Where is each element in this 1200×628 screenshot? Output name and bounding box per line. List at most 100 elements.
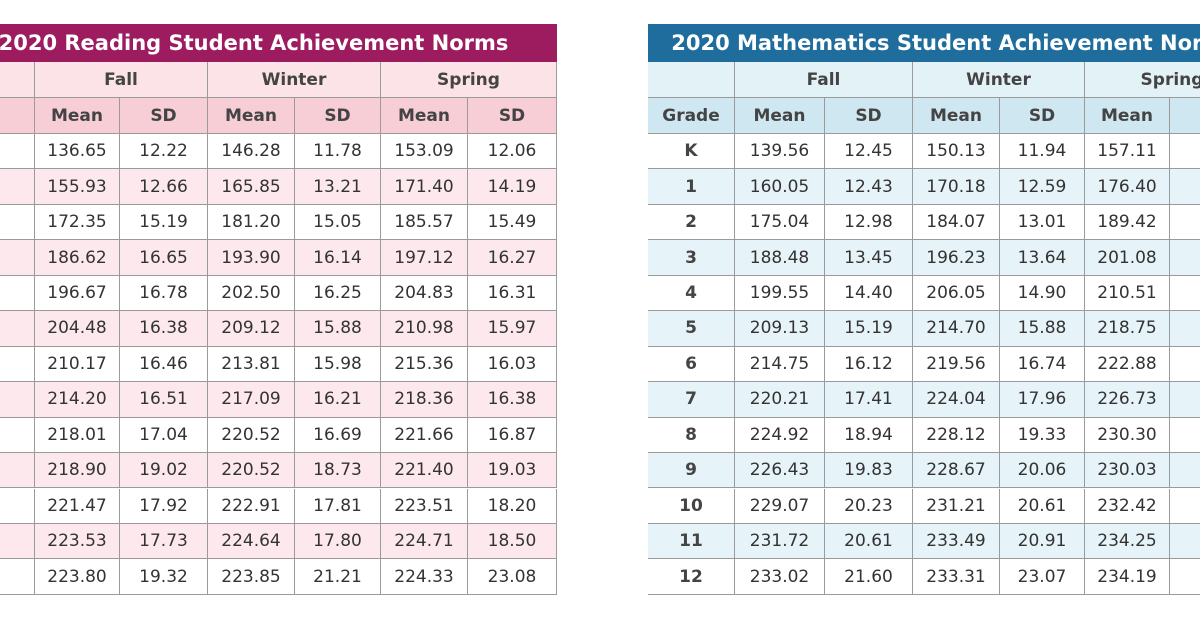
table-cell: 5: [648, 311, 735, 347]
table-cell: 220.52: [208, 417, 295, 454]
table-cell: 16.69: [295, 417, 381, 454]
table-cell: 184.07: [913, 204, 1000, 241]
table-cell: 231.72: [735, 523, 825, 560]
blank-cell: [0, 134, 35, 170]
table-cell: 218.36: [381, 382, 468, 418]
table-cell: 204.83: [381, 275, 468, 312]
table-cell: 16.87: [468, 417, 557, 454]
table-cell: 221.66: [381, 417, 468, 454]
table-cell: 15.05: [295, 204, 381, 241]
table-cell: 18.50: [468, 523, 557, 560]
table-cell: 16.03: [468, 346, 557, 383]
table-cell: 229.07: [735, 488, 825, 524]
table-cell: 17.92: [120, 488, 208, 524]
table-cell: 15.88: [1000, 311, 1085, 347]
table-cell: 188.48: [735, 240, 825, 276]
blank-cell: [1170, 275, 1200, 312]
table-cell: 206.05: [913, 275, 1000, 312]
table-cell: 16.46: [120, 346, 208, 383]
blank-cell: [0, 453, 35, 489]
table-cell: 12.43: [825, 169, 913, 205]
table-cell: 218.90: [35, 453, 120, 489]
season-header: Spring: [381, 62, 557, 98]
blank-cell: [0, 98, 35, 134]
table-cell: 14.90: [1000, 275, 1085, 312]
table-cell: 21.60: [825, 559, 913, 595]
table-cell: 16.21: [295, 382, 381, 418]
table-cell: 18.73: [295, 453, 381, 489]
table-cell: 186.62: [35, 240, 120, 276]
table-cell: 15.88: [295, 311, 381, 347]
blank-cell: [1170, 134, 1200, 170]
column-header: SD: [120, 98, 208, 134]
table-cell: 150.13: [913, 134, 1000, 170]
table-cell: 18.20: [468, 488, 557, 524]
season-header: Fall: [35, 62, 208, 98]
table-cell: 224.92: [735, 417, 825, 454]
table-cell: 23.07: [1000, 559, 1085, 595]
column-header: Mean: [913, 98, 1000, 134]
table-cell: 165.85: [208, 169, 295, 205]
table-cell: 11.94: [1000, 134, 1085, 170]
table-cell: 170.18: [913, 169, 1000, 205]
table-cell: 12.66: [120, 169, 208, 205]
table-cell: 218.75: [1085, 311, 1170, 347]
table-cell: 210.17: [35, 346, 120, 383]
table-cell: 230.03: [1085, 453, 1170, 489]
table-cell: 21.21: [295, 559, 381, 595]
table-cell: 20.06: [1000, 453, 1085, 489]
table-cell: 14.40: [825, 275, 913, 312]
table-cell: 221.40: [381, 453, 468, 489]
table-cell: 214.20: [35, 382, 120, 418]
table-cell: 15.98: [295, 346, 381, 383]
table-cell: 223.53: [35, 523, 120, 560]
table-cell: 19.32: [120, 559, 208, 595]
table-cell: 17.80: [295, 523, 381, 560]
table-cell: 16.78: [120, 275, 208, 312]
table-cell: 157.11: [1085, 134, 1170, 170]
table-cell: 16.31: [468, 275, 557, 312]
table-cell: 233.31: [913, 559, 1000, 595]
blank-cell: [0, 382, 35, 418]
table-cell: 228.12: [913, 417, 1000, 454]
blank-cell: [0, 523, 35, 560]
table-cell: 14.19: [468, 169, 557, 205]
season-header: Winter: [208, 62, 381, 98]
table-cell: 213.81: [208, 346, 295, 383]
table-cell: 228.67: [913, 453, 1000, 489]
blank-cell: [1170, 523, 1200, 560]
table-cell: 155.93: [35, 169, 120, 205]
blank-cell: [1170, 204, 1200, 241]
table-cell: 13.21: [295, 169, 381, 205]
table-cell: 232.42: [1085, 488, 1170, 524]
table-cell: 16.27: [468, 240, 557, 276]
blank-cell: [0, 417, 35, 454]
table-cell: 226.43: [735, 453, 825, 489]
table-cell: 223.51: [381, 488, 468, 524]
table-cell: 17.41: [825, 382, 913, 418]
table-cell: 15.19: [120, 204, 208, 241]
blank-cell: [0, 559, 35, 595]
table-cell: 189.42: [1085, 204, 1170, 241]
table-cell: 16.14: [295, 240, 381, 276]
table-cell: 153.09: [381, 134, 468, 170]
blank-cell: [0, 240, 35, 276]
table-cell: 16.74: [1000, 346, 1085, 383]
table-cell: 224.64: [208, 523, 295, 560]
column-header: Mean: [735, 98, 825, 134]
blank-cell: [0, 488, 35, 524]
table-cell: 17.04: [120, 417, 208, 454]
table-cell: 160.05: [735, 169, 825, 205]
table-cell: 9: [648, 453, 735, 489]
table-cell: 204.48: [35, 311, 120, 347]
table-cell: 13.64: [1000, 240, 1085, 276]
table-cell: 231.21: [913, 488, 1000, 524]
table-cell: 17.73: [120, 523, 208, 560]
table-cell: 215.36: [381, 346, 468, 383]
table-cell: 197.12: [381, 240, 468, 276]
table-cell: 19.03: [468, 453, 557, 489]
table-cell: 217.09: [208, 382, 295, 418]
table-cell: 222.88: [1085, 346, 1170, 383]
table-cell: 16.12: [825, 346, 913, 383]
table-cell: 234.19: [1085, 559, 1170, 595]
